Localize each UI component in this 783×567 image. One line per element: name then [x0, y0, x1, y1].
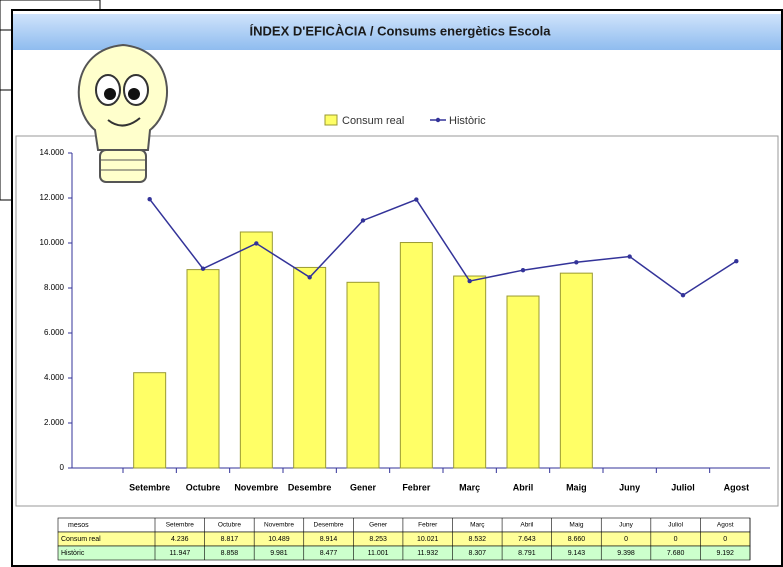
y-tick-label: 6.000 [44, 328, 65, 337]
table-row [57, 531, 751, 547]
table-cell: 8.791 [518, 550, 536, 557]
table-col-label: Novembre [264, 522, 294, 529]
marker [414, 197, 419, 202]
table-cell: 9.398 [617, 550, 635, 557]
table-col-label: Desembre [314, 522, 344, 529]
x-tick-label: Agost [724, 482, 750, 492]
marker [254, 241, 259, 246]
bulb-icon [77, 43, 168, 183]
table-col-label: Març [470, 522, 485, 529]
table-header: mesos [68, 522, 89, 529]
table-row [57, 545, 751, 561]
table-cell: 8.477 [320, 550, 338, 557]
table-cell: 8.532 [469, 536, 487, 543]
marker [307, 275, 312, 280]
table-cell: 9.143 [568, 550, 586, 557]
x-tick-label: Gener [350, 482, 377, 492]
chart-title: ÍNDEX D'EFICÀCIA / Consums energètics Es… [250, 23, 552, 38]
marker [147, 196, 152, 202]
table-cell: 0 [674, 536, 678, 543]
marker [574, 260, 579, 265]
header [13, 14, 781, 50]
bar [559, 272, 593, 469]
table-row [57, 517, 751, 533]
legend-swatch [435, 117, 441, 123]
table-cell: 8.914 [320, 536, 338, 543]
legend-label: Històric [449, 115, 486, 127]
line [149, 198, 737, 297]
marker [680, 293, 686, 298]
table-cell: 7.643 [518, 536, 536, 543]
table-col-label: Maig [569, 522, 583, 529]
x-tick-label: Març [459, 482, 480, 492]
table-cell: 11.001 [368, 550, 389, 557]
y-tick-label: 0 [60, 463, 65, 472]
marker [200, 266, 206, 271]
x-tick-label: Octubre [186, 482, 221, 492]
marker [520, 268, 526, 273]
table-cell: 10.021 [417, 536, 439, 543]
x-tick-label: Setembre [129, 482, 170, 492]
table-cell: 8.858 [221, 550, 239, 557]
table-row-label: Històric [61, 550, 85, 557]
marker [360, 218, 366, 223]
y-tick-label: 4.000 [44, 373, 65, 382]
table-col-label: Abril [520, 522, 534, 529]
x-tick-label: Abril [513, 482, 534, 492]
marker [467, 278, 472, 284]
table-cell: 8.307 [469, 550, 487, 557]
legend-label: Consum real [342, 115, 404, 127]
table-cell: 0 [723, 536, 727, 543]
table-col-label: Juny [619, 522, 633, 529]
table-cell: 9.192 [716, 550, 734, 557]
x-tick-label: Maig [566, 482, 587, 492]
y-tick-label: 12.000 [40, 193, 65, 202]
table-col-label: Gener [369, 522, 388, 529]
x-tick-label: Febrer [402, 482, 431, 492]
plot-frame [15, 135, 779, 507]
y-tick-label: 10.000 [40, 238, 65, 247]
marker [627, 254, 632, 259]
legend-swatch [324, 114, 338, 126]
table-cell: 4.236 [171, 536, 189, 543]
table-cell: 11.932 [417, 550, 438, 557]
bar [239, 231, 273, 469]
bar [346, 281, 380, 469]
bar [453, 275, 487, 469]
table-cell: 8.253 [369, 536, 387, 543]
table-cell: 8.817 [221, 536, 239, 543]
bar [186, 269, 220, 469]
table-row-label: Consum real [61, 536, 101, 543]
bar [133, 372, 167, 469]
bar [506, 295, 540, 469]
x-tick-label: Novembre [234, 482, 278, 492]
table-col-label: Febrer [418, 522, 438, 529]
marker [734, 258, 739, 264]
table-cell: 8.660 [568, 536, 586, 543]
table-cell: 7.680 [667, 550, 685, 557]
table-col-label: Setembre [166, 522, 195, 529]
table-col-label: Octubre [218, 522, 242, 529]
table-col-label: Agost [717, 522, 734, 529]
table-cell: 10.489 [268, 536, 290, 543]
table-cell: 9.981 [270, 550, 288, 557]
table-cell: 11.947 [169, 550, 190, 557]
table-cell: 0 [624, 536, 628, 543]
bar [293, 266, 327, 469]
x-tick-label: Desembre [288, 482, 332, 492]
y-tick-label: 14.000 [40, 148, 65, 157]
table-col-label: Juliol [668, 522, 683, 529]
bar [399, 242, 433, 469]
y-tick-label: 2.000 [44, 418, 65, 427]
x-tick-label: Juny [619, 482, 640, 492]
x-tick-label: Juliol [671, 482, 695, 492]
y-tick-label: 8.000 [44, 283, 65, 292]
